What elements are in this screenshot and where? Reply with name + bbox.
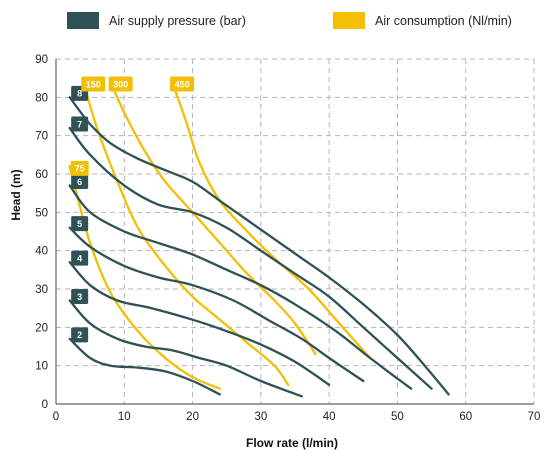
pressure-line-4: [68, 261, 331, 386]
series-badges: 2 3 4 5 6 7 8 75 150 300 450: [70, 76, 195, 343]
pressure-line-8: [68, 96, 450, 396]
y-tick-label: 0: [42, 399, 48, 411]
x-tick-label: 0: [53, 411, 59, 423]
pressure-line-6: [68, 184, 413, 390]
x-tick-label: 10: [118, 411, 131, 423]
pressure-5-badge: [71, 216, 89, 232]
consumption-line-450: [170, 80, 372, 360]
x-axis-title: Flow rate (l/min): [246, 436, 338, 450]
x-tick-label: 60: [459, 411, 472, 423]
y-tick-label: 50: [35, 207, 48, 219]
grid: [56, 58, 535, 404]
pressure-line-2: [68, 337, 222, 396]
pressure-3-badge-label: 3: [77, 292, 82, 302]
legend-label-consumption: Air consumption (Nl/min): [375, 14, 512, 28]
pressure-4-badge: [71, 250, 89, 266]
pressure-6-badge: [71, 174, 89, 189]
y-tick-label: 80: [35, 92, 48, 104]
y-tick-label: 60: [35, 169, 48, 181]
pressure-line-3: [68, 299, 303, 398]
x-tick-label: 40: [323, 411, 336, 423]
y-tick-label: 30: [35, 284, 48, 296]
pressure-line-7: [68, 126, 433, 390]
y-axis-title: Head (m): [9, 169, 23, 220]
pressure-7-badge: [71, 116, 89, 132]
legend-swatch-consumption: [333, 12, 365, 29]
x-tick-label: 50: [391, 411, 404, 423]
x-tick-label: 70: [528, 411, 541, 423]
consumption-150-badge: [81, 76, 106, 92]
legend-label-pressure: Air supply pressure (bar): [109, 14, 246, 28]
y-tick-label: 10: [35, 361, 48, 373]
consumption-300-badge-label: 300: [113, 79, 128, 89]
series-lines: [68, 80, 450, 398]
consumption-300-badge: [108, 76, 133, 92]
pressure-4-badge-label: 4: [77, 253, 82, 263]
y-tick-label: 90: [35, 54, 48, 66]
pressure-7-badge-label: 7: [77, 119, 82, 129]
consumption-line-150: [82, 80, 290, 386]
pressure-line-5: [68, 226, 365, 383]
x-tick-label: 20: [186, 411, 199, 423]
pressure-5-badge-label: 5: [77, 219, 82, 229]
axes: 0 10 20 30 40 50 60 70 0 10 20 30 40 50 60 70 80 90: [35, 54, 540, 423]
pressure-6-badge-label: 6: [77, 177, 82, 187]
pressure-2-badge: [71, 327, 89, 343]
pressure-2-badge-label: 2: [77, 330, 82, 340]
consumption-75-badge-label: 75: [75, 164, 85, 174]
consumption-line-300: [109, 80, 317, 356]
legend: Air supply pressure (bar) Air consumptio…: [67, 12, 512, 29]
y-tick-label: 20: [35, 322, 48, 334]
consumption-150-badge-label: 150: [86, 79, 101, 89]
x-tick-label: 30: [254, 411, 267, 423]
legend-swatch-pressure: [67, 12, 99, 29]
y-tick-label: 70: [35, 131, 48, 143]
consumption-75-badge: [70, 160, 89, 176]
consumption-450-badge-label: 450: [175, 79, 190, 89]
pressure-8-badge-label: 8: [77, 89, 82, 99]
y-tick-label: 40: [35, 246, 48, 258]
pressure-3-badge: [71, 289, 89, 304]
consumption-450-badge: [170, 76, 195, 92]
